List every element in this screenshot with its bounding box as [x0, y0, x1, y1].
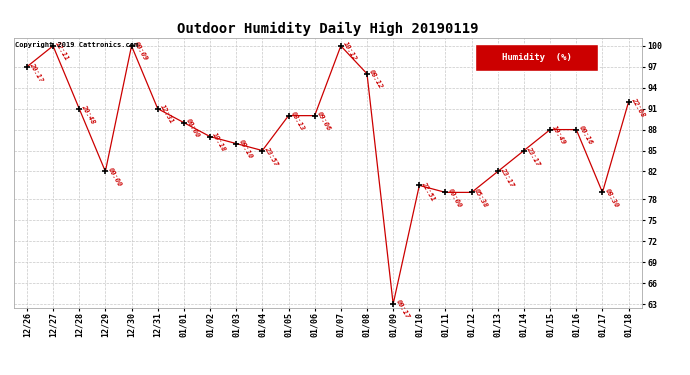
Text: 20:48: 20:48 — [81, 104, 97, 125]
Text: 10:12: 10:12 — [342, 41, 358, 62]
Text: 00:00: 00:00 — [447, 187, 462, 209]
Text: 08:12: 08:12 — [368, 69, 384, 90]
Text: 00:16: 00:16 — [578, 124, 593, 146]
Text: 08:13: 08:13 — [290, 111, 306, 132]
Text: 23:17: 23:17 — [499, 166, 515, 188]
Text: 12:11: 12:11 — [55, 41, 70, 62]
Text: 23:17: 23:17 — [525, 146, 541, 167]
Text: 23:57: 23:57 — [264, 146, 279, 167]
Text: 12:31: 12:31 — [159, 104, 175, 125]
FancyBboxPatch shape — [475, 44, 598, 71]
Text: 00:17: 00:17 — [395, 299, 411, 320]
Text: 09:06: 09:06 — [316, 111, 332, 132]
Text: 05:38: 05:38 — [473, 187, 489, 209]
Title: Outdoor Humidity Daily High 20190119: Outdoor Humidity Daily High 20190119 — [177, 22, 478, 36]
Text: 08:10: 08:10 — [237, 138, 253, 160]
Text: 00:00: 00:00 — [107, 166, 123, 188]
Text: 08:30: 08:30 — [604, 187, 620, 209]
Text: 00:09: 00:09 — [133, 41, 148, 62]
Text: 20:1?: 20:1? — [28, 62, 44, 83]
Text: 22:08: 22:08 — [630, 97, 646, 118]
Text: 10:18: 10:18 — [211, 132, 227, 153]
Text: 22:51: 22:51 — [421, 180, 437, 202]
Text: 19:49: 19:49 — [551, 124, 567, 146]
Text: 00:00: 00:00 — [185, 117, 201, 139]
Text: Copyright 2019 Cattronics.com: Copyright 2019 Cattronics.com — [15, 42, 138, 48]
Text: Humidity  (%): Humidity (%) — [502, 53, 571, 62]
